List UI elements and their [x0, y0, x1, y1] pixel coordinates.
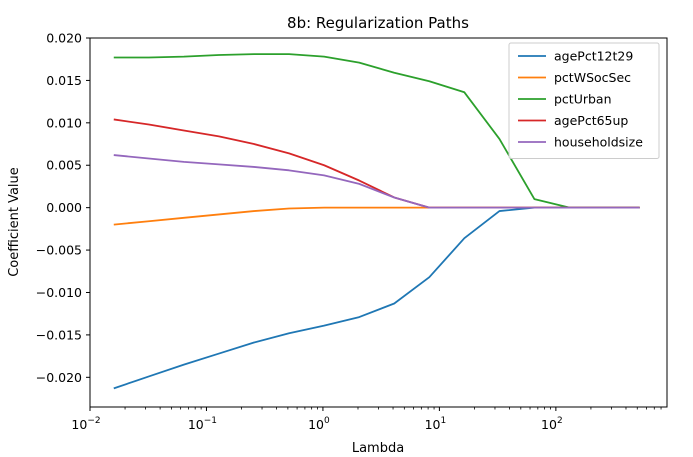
legend-label-agePct12t29: agePct12t29 — [554, 49, 633, 64]
x-axis-label: Lambda — [352, 441, 404, 456]
y-tick-label-8: −0.020 — [36, 370, 82, 385]
legend-label-pctWSocSec: pctWSocSec — [554, 70, 631, 85]
y-tick-label-1: 0.015 — [46, 73, 82, 88]
y-tick-label-0: 0.020 — [46, 31, 82, 46]
y-tick-label-2: 0.010 — [46, 115, 82, 130]
legend-label-householdsize: householdsize — [554, 135, 643, 150]
series-line-pctUrban — [113, 53, 640, 209]
chart-title: 8b: Regularization Paths — [287, 14, 469, 32]
y-tick-label-6: −0.010 — [36, 285, 82, 300]
y-tick-label-4: 0.000 — [46, 200, 82, 215]
y-axis-label: Coefficient Value — [7, 167, 22, 277]
legend-box — [508, 42, 660, 159]
y-tick-label-7: −0.015 — [36, 327, 82, 342]
y-tick-label-5: −0.005 — [36, 243, 82, 258]
legend-label-pctUrban: pctUrban — [554, 92, 612, 107]
legend-label-agePct65up: agePct65up — [554, 113, 628, 128]
series-line-householdsize — [113, 154, 640, 209]
y-tick-label-3: 0.005 — [46, 158, 82, 173]
